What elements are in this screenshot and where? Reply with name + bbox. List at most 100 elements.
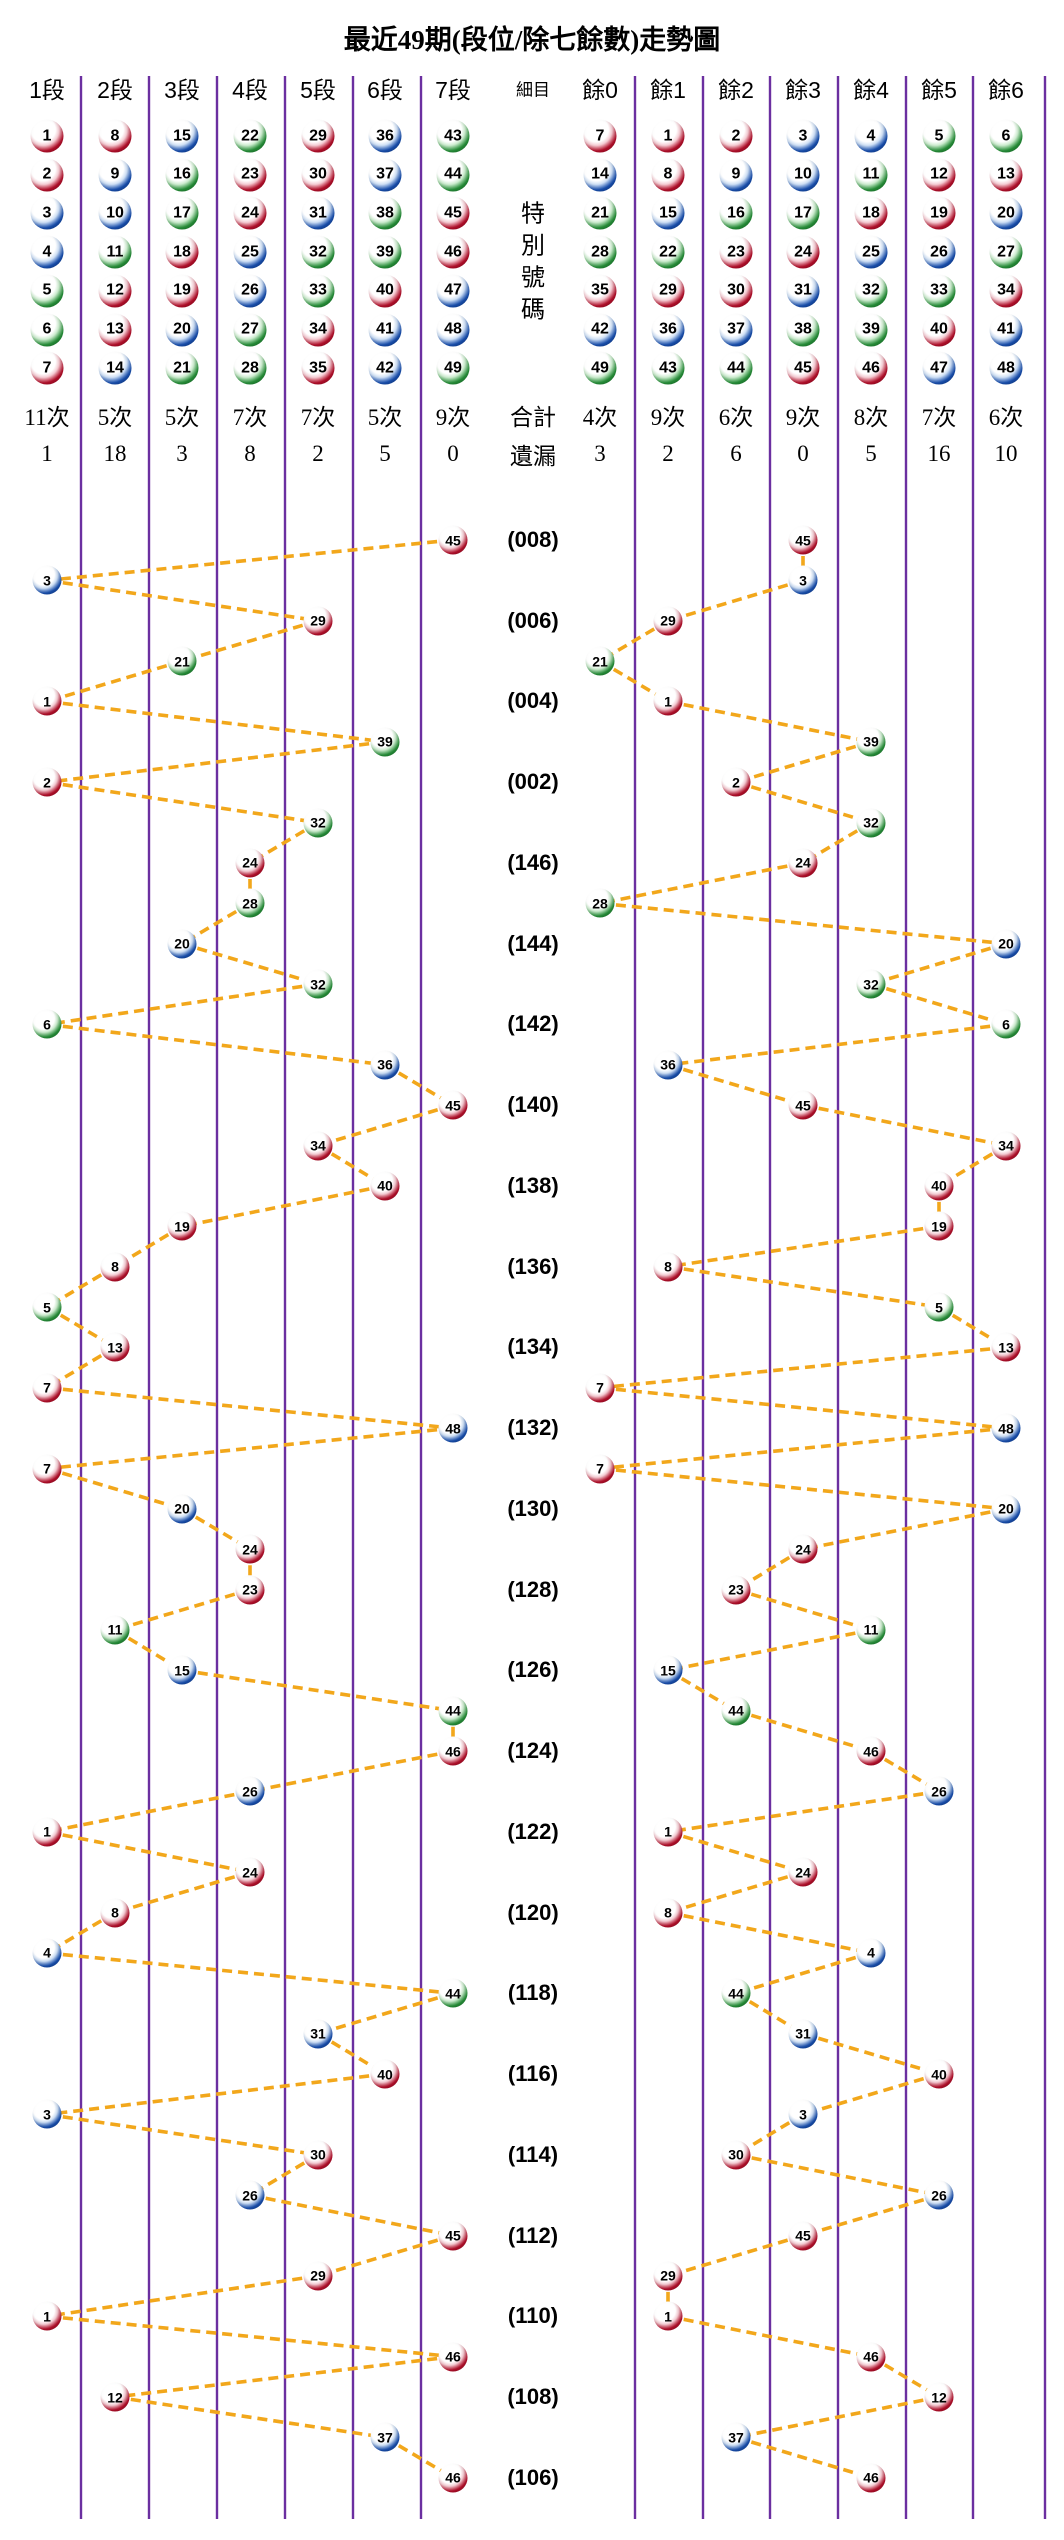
ball-29: 29	[301, 119, 335, 153]
trend-dash-right	[735, 1951, 872, 1996]
ball-37: 37	[368, 158, 402, 192]
trend-dash-left	[46, 740, 386, 785]
ball-12: 12	[100, 2382, 130, 2412]
ball-16: 16	[719, 196, 753, 230]
ball-2: 2	[32, 767, 62, 797]
ball-7: 7	[583, 119, 617, 153]
ball-29: 29	[303, 2261, 333, 2291]
segment-missing: 1	[41, 441, 53, 466]
remainder-count: 6次	[988, 405, 1024, 430]
ball-45: 45	[786, 351, 820, 385]
ball-2: 2	[30, 158, 64, 192]
period-label: (004)	[507, 688, 559, 714]
trend-dash-left	[46, 659, 183, 704]
ball-39: 39	[854, 313, 888, 346]
trend-dash-left	[114, 1870, 251, 1915]
ball-44: 44	[438, 1978, 468, 2008]
ball-5: 5	[32, 1292, 62, 1322]
ball-3: 3	[786, 119, 820, 153]
ball-44: 44	[436, 158, 470, 192]
trend-dash-right	[667, 1628, 872, 1673]
ball-47: 47	[436, 274, 470, 308]
ball-36: 36	[653, 1050, 683, 1080]
ball-20: 20	[991, 929, 1021, 959]
ball-3: 3	[30, 196, 64, 230]
trend-dash-right	[870, 982, 1007, 1027]
trend-dash-left	[46, 1951, 454, 1996]
column-header-segment-6: 6段	[367, 77, 403, 103]
ball-44: 44	[438, 1696, 468, 1726]
trend-dash-right	[735, 2435, 872, 2480]
ball-28: 28	[235, 888, 265, 918]
remainder-count: 7次	[921, 405, 957, 430]
trend-dash-right	[735, 1709, 872, 1753]
ball-7: 7	[585, 1454, 615, 1483]
ball-35: 35	[583, 274, 617, 308]
ball-2: 2	[719, 119, 753, 153]
trend-dash-right	[667, 578, 804, 623]
ball-31: 31	[786, 274, 820, 308]
column-header-remainder-2: 餘2	[718, 77, 754, 103]
ball-18: 18	[854, 196, 888, 230]
segment-missing: 8	[244, 441, 256, 466]
ball-28: 28	[585, 888, 615, 918]
ball-19: 19	[924, 1211, 954, 1241]
ball-19: 19	[167, 1211, 197, 1241]
ball-4: 4	[854, 119, 888, 153]
segment-missing: 0	[447, 441, 459, 466]
trend-dash-left	[181, 1668, 454, 1713]
ball-6: 6	[991, 1009, 1021, 1039]
remainder-missing: 10	[994, 441, 1018, 466]
trend-dash-right	[870, 941, 1007, 986]
ball-12: 12	[922, 158, 956, 192]
segment-count: 7次	[232, 405, 268, 430]
ball-46: 46	[856, 1736, 886, 1766]
ball-28: 28	[583, 235, 617, 269]
segment-count: 7次	[300, 405, 336, 430]
column-header-segment-3: 3段	[164, 77, 200, 103]
trend-dash-right	[667, 1022, 1007, 1067]
ball-46: 46	[854, 351, 888, 385]
ball-38: 38	[786, 313, 820, 346]
remainder-missing: 0	[797, 441, 809, 466]
ball-46: 46	[438, 2463, 468, 2493]
ball-11: 11	[98, 235, 132, 269]
ball-34: 34	[989, 274, 1023, 308]
trend-dash-right	[802, 2031, 940, 2076]
remainder-count: 6次	[718, 405, 754, 430]
ball-18: 18	[165, 235, 199, 269]
total-label: 合計	[510, 405, 556, 430]
ball-20: 20	[167, 929, 197, 959]
ball-30: 30	[719, 274, 753, 308]
period-label: (118)	[507, 1980, 559, 2006]
trend-dash-left	[249, 1749, 454, 1794]
trend-dash-left	[46, 1426, 454, 1471]
trend-dash-right	[735, 740, 872, 784]
trend-dash-left	[46, 2112, 319, 2157]
period-label: (144)	[507, 930, 559, 956]
ball-40: 40	[924, 2059, 954, 2089]
ball-24: 24	[788, 1534, 818, 1564]
column-header-remainder-3: 餘3	[785, 77, 821, 103]
ball-3: 3	[788, 2099, 818, 2129]
page-title: 最近49期(段位/除七餘數)走勢圖	[343, 25, 721, 55]
column-header-remainder-0: 餘0	[582, 77, 618, 103]
ball-15: 15	[653, 1655, 683, 1685]
remainder-count: 9次	[785, 405, 821, 430]
ball-45: 45	[436, 196, 470, 230]
ball-49: 49	[583, 351, 617, 385]
ball-19: 19	[922, 196, 956, 230]
period-label: (120)	[507, 1899, 559, 1925]
ball-43: 43	[651, 351, 685, 385]
ball-6: 6	[32, 1009, 62, 1039]
ball-45: 45	[788, 1090, 818, 1120]
column-header-remainder-4: 餘4	[853, 77, 889, 103]
ball-29: 29	[653, 2261, 683, 2291]
remainder-missing: 6	[730, 441, 742, 466]
ball-7: 7	[32, 1454, 62, 1483]
ball-36: 36	[368, 119, 402, 153]
ball-15: 15	[165, 119, 199, 153]
ball-8: 8	[100, 1252, 130, 1282]
ball-31: 31	[788, 2019, 818, 2049]
ball-19: 19	[165, 274, 199, 308]
